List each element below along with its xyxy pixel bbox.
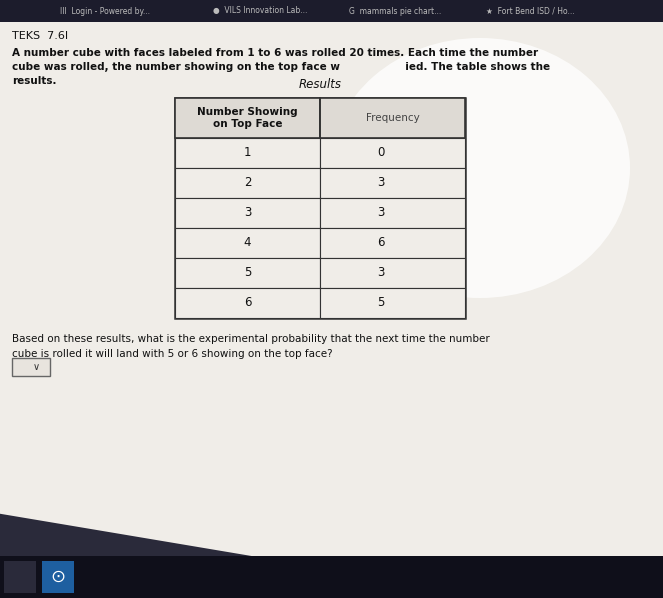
FancyBboxPatch shape [0,0,663,22]
Text: 5: 5 [377,297,385,310]
Text: 3: 3 [244,206,251,219]
Text: Based on these results, what is the experimental probability that the next time : Based on these results, what is the expe… [12,334,490,344]
FancyBboxPatch shape [175,98,320,138]
Text: ★  Fort Bend ISD / Ho...: ★ Fort Bend ISD / Ho... [486,7,574,16]
Text: ●  VILS Innovation Lab...: ● VILS Innovation Lab... [213,7,307,16]
Text: TEKS  7.6I: TEKS 7.6I [12,31,68,41]
Text: Frequency: Frequency [365,113,420,123]
Text: ⊙: ⊙ [50,568,66,586]
FancyBboxPatch shape [175,138,320,168]
Text: cube is rolled it will land with 5 or 6 showing on the top face?: cube is rolled it will land with 5 or 6 … [12,349,333,359]
FancyBboxPatch shape [42,561,74,593]
FancyBboxPatch shape [320,288,465,318]
FancyBboxPatch shape [12,358,50,376]
FancyBboxPatch shape [175,228,320,258]
Text: 0: 0 [377,147,385,160]
Text: 3: 3 [377,176,385,190]
Text: 2: 2 [244,176,251,190]
FancyBboxPatch shape [175,198,320,228]
Text: ∨: ∨ [32,362,40,372]
Text: results.: results. [12,76,56,86]
Text: cube was rolled, the number showing on the top face w                  ied. The : cube was rolled, the number showing on t… [12,62,550,72]
Text: 6: 6 [377,236,385,249]
FancyBboxPatch shape [320,138,465,168]
Text: G  mammals pie chart...: G mammals pie chart... [349,7,441,16]
FancyBboxPatch shape [175,168,320,198]
Text: Results: Results [298,78,341,90]
Text: 3: 3 [377,206,385,219]
Ellipse shape [330,38,630,298]
Text: Number Showing
on Top Face: Number Showing on Top Face [197,107,298,129]
Text: 6: 6 [244,297,251,310]
FancyBboxPatch shape [4,561,36,593]
FancyBboxPatch shape [320,258,465,288]
Text: 5: 5 [244,267,251,279]
Text: 3: 3 [377,267,385,279]
FancyBboxPatch shape [175,258,320,288]
FancyBboxPatch shape [0,556,663,598]
Text: A number cube with faces labeled from 1 to 6 was rolled 20 times. Each time the : A number cube with faces labeled from 1 … [12,48,538,58]
FancyBboxPatch shape [175,288,320,318]
FancyBboxPatch shape [320,228,465,258]
FancyBboxPatch shape [320,198,465,228]
FancyBboxPatch shape [0,22,663,556]
FancyBboxPatch shape [175,98,465,318]
FancyBboxPatch shape [320,98,465,138]
Text: III  Login - Powered by...: III Login - Powered by... [60,7,150,16]
FancyBboxPatch shape [320,168,465,198]
Text: 4: 4 [244,236,251,249]
Text: 1: 1 [244,147,251,160]
